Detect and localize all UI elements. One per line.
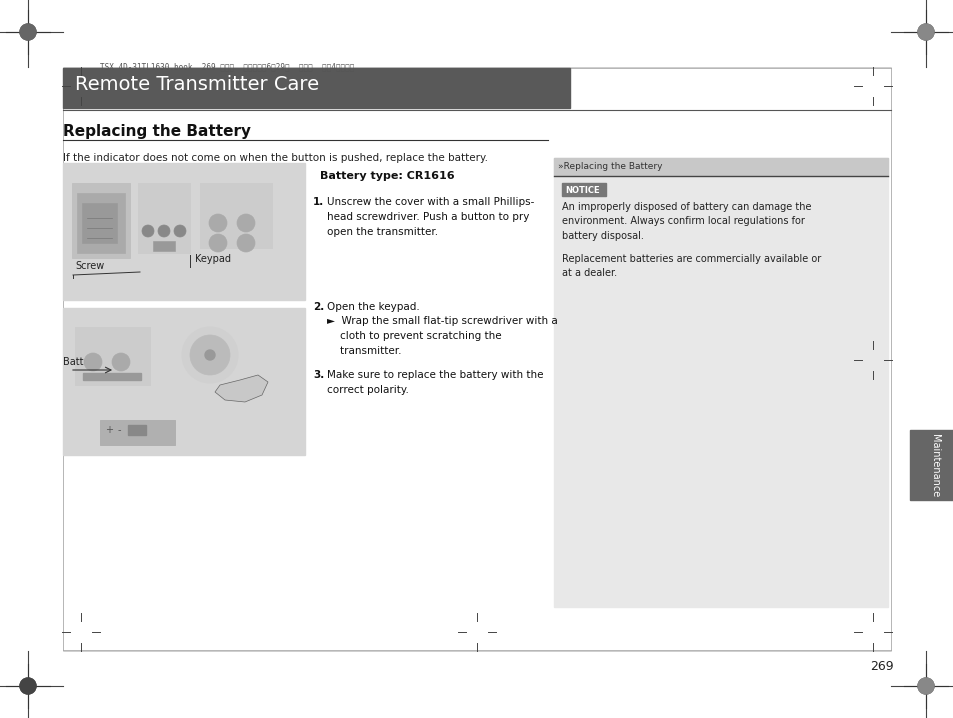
Circle shape (205, 350, 214, 360)
Circle shape (209, 214, 227, 232)
Circle shape (917, 24, 933, 40)
Circle shape (20, 24, 36, 40)
Text: +: + (105, 425, 112, 435)
Circle shape (209, 234, 227, 252)
Circle shape (142, 225, 153, 237)
Text: ►  Wrap the small flat-tip screwdriver with a
    cloth to prevent scratching th: ► Wrap the small flat-tip screwdriver wi… (327, 316, 558, 355)
Bar (77, 193, 125, 253)
Bar (71, 183, 130, 258)
Bar (200, 183, 272, 248)
Text: If the indicator does not come on when the button is pushed, replace the battery: If the indicator does not come on when t… (63, 153, 488, 163)
Circle shape (20, 24, 36, 40)
Text: Unscrew the cover with a small Phillips-
head screwdriver. Push a button to pry
: Unscrew the cover with a small Phillips-… (327, 197, 534, 237)
Bar (128, 425, 146, 435)
Bar (152, 241, 174, 251)
Text: An improperly disposed of battery can damage the
environment. Always confirm loc: An improperly disposed of battery can da… (561, 202, 811, 241)
Text: Battery type: CR1616: Battery type: CR1616 (319, 171, 455, 181)
Text: 3.: 3. (313, 370, 324, 380)
Circle shape (20, 678, 36, 694)
Text: Open the keypad.: Open the keypad. (327, 302, 419, 312)
Bar (63, 163, 305, 300)
Text: »Replacing the Battery: »Replacing the Battery (558, 162, 661, 171)
Bar (554, 158, 887, 175)
Polygon shape (214, 375, 268, 402)
Text: Screw: Screw (75, 261, 104, 271)
Circle shape (84, 353, 102, 371)
Circle shape (158, 225, 170, 237)
Text: Make sure to replace the battery with the
correct polarity.: Make sure to replace the battery with th… (327, 370, 543, 395)
Text: TSX 4D-31TL1630.book  269 ページ  ２０１１年6月29日  水曜日  午嘓4時４６分: TSX 4D-31TL1630.book 269 ページ ２０１１年6月29日 … (100, 62, 354, 71)
Bar (75, 327, 150, 385)
Text: 269: 269 (869, 660, 893, 673)
Bar (554, 158, 887, 607)
Circle shape (236, 214, 254, 232)
Text: 1.: 1. (313, 197, 324, 207)
Circle shape (112, 353, 130, 371)
Text: -: - (118, 425, 121, 435)
Text: Maintenance: Maintenance (929, 434, 939, 498)
Circle shape (173, 225, 186, 237)
Bar (63, 68, 569, 108)
Circle shape (182, 327, 237, 383)
Bar (100, 420, 174, 445)
Text: 2.: 2. (313, 302, 324, 312)
Bar (82, 203, 117, 243)
Text: Battery: Battery (63, 357, 99, 367)
Bar (83, 373, 141, 380)
Text: Remote Transmitter Care: Remote Transmitter Care (75, 75, 319, 94)
Circle shape (917, 678, 933, 694)
Bar (138, 183, 190, 253)
Text: NOTICE: NOTICE (564, 186, 599, 195)
Text: Keypad: Keypad (194, 254, 231, 264)
Circle shape (917, 24, 933, 40)
Bar (561, 183, 605, 196)
Bar (63, 308, 305, 455)
Circle shape (917, 678, 933, 694)
Text: Replacement batteries are commercially available or
at a dealer.: Replacement batteries are commercially a… (561, 254, 821, 279)
Circle shape (190, 335, 230, 375)
Bar (313, 165, 473, 187)
Circle shape (20, 678, 36, 694)
Circle shape (236, 234, 254, 252)
Bar (909, 430, 953, 500)
Text: Replacing the Battery: Replacing the Battery (63, 124, 251, 139)
